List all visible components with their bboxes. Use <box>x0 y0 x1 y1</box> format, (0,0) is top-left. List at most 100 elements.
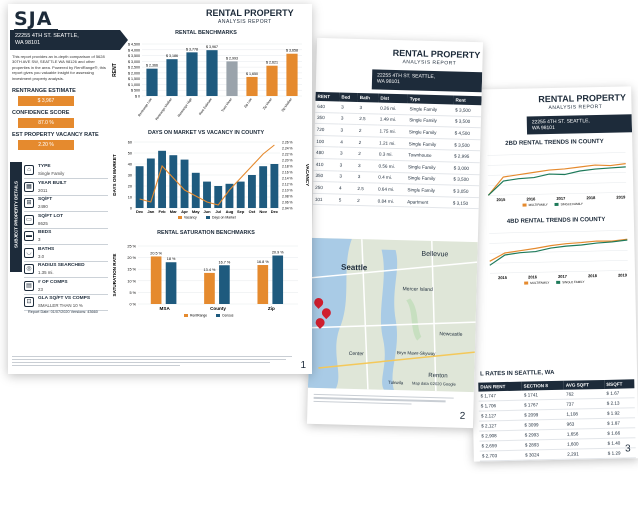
x-tick-label: 2017 <box>558 274 568 279</box>
bar <box>203 181 211 208</box>
page3-trend-chart-2bd: 2015 2016 2017 2018 2019 MULTIFAMILY SINGLE FA… <box>487 152 627 207</box>
table-cell: 0.26 mi. <box>377 102 408 115</box>
y-tick-label: $ 2,000 <box>128 71 140 75</box>
table-cell: 3 <box>337 158 357 172</box>
page3-subtitle: ANALYSIS REPORT <box>548 103 603 112</box>
logo-underline <box>14 29 58 31</box>
radius-icon: ◎ <box>24 264 34 274</box>
table-cell: 720 <box>314 123 339 136</box>
legend-swatch <box>524 281 529 285</box>
detail-label: # OF COMPS <box>38 279 68 285</box>
legend-label: MULTIFAMILY <box>529 203 548 207</box>
detail-row: ▭ SQ/FT LOT 8625 <box>24 212 108 229</box>
x-tick-label: Dec <box>271 209 279 214</box>
detail-row: ⊡ GLA SQ/FT VS COMPS SMALLER THAN 10 % <box>24 294 108 311</box>
gridline <box>487 152 626 156</box>
legend-label: MULTIFAMILY <box>530 281 549 285</box>
table-cell: 2 <box>356 136 378 149</box>
subject-details-tab: SUBJECT PROPERTY DETAILS <box>10 162 22 272</box>
bar <box>270 164 279 208</box>
x-tick-label: Jan <box>147 209 154 214</box>
y-tick-label: $ 0 <box>135 95 140 99</box>
y-tick-label: 60 <box>128 141 132 145</box>
bar <box>246 76 258 96</box>
table-cell: 2 <box>356 124 378 137</box>
data-label: 13.4 % <box>204 268 216 272</box>
y2-tick-label: 2.12 % <box>282 183 293 187</box>
y-tick-label: $ 500 <box>131 89 140 93</box>
legend-swatch <box>554 202 559 206</box>
table-cell: $ 3,000 <box>451 161 480 175</box>
bar <box>150 256 162 304</box>
table-cell: 640 <box>315 100 340 113</box>
bar <box>266 65 278 96</box>
report-page-3: RENTAL PROPERTY ANALYSIS REPORT 22255 4T… <box>466 86 638 462</box>
legend-label: SINGLE FAMILY <box>562 280 584 284</box>
x-tick-label: Zip Mean <box>262 97 273 110</box>
legend-swatch <box>216 314 220 317</box>
detail-value: 3 <box>38 237 41 242</box>
bar <box>169 155 178 208</box>
map-label-bellevue: Bellevue <box>421 250 449 259</box>
table-cell: 0.3 mi. <box>376 148 407 161</box>
bar <box>206 50 218 96</box>
y-axis-label: SATURATION RATE <box>112 254 117 297</box>
y-axis-label: RENT <box>112 63 118 77</box>
legend-swatch <box>556 280 561 284</box>
table-cell: 2,018 <box>565 458 607 462</box>
table-cell: 410 <box>313 158 338 171</box>
bar <box>204 272 215 304</box>
table-cell: 3 <box>338 112 358 125</box>
map-label-center: Center <box>348 350 364 358</box>
x-tick-label: Aug <box>226 209 234 214</box>
x-tick-label: 2016 <box>528 274 538 279</box>
y-tick-label: $ 1,000 <box>128 83 140 87</box>
data-label: $ 2,621 <box>266 61 278 65</box>
gla-icon: ⊡ <box>24 297 34 307</box>
page3-rates-table: DIAN RENT SECTION 8 AVG SQFT $/SQFT $ 1,747… <box>478 379 637 462</box>
y2-axis-label: VACANCY <box>305 164 310 186</box>
x-tick-label: Apr <box>181 209 188 214</box>
comps-map[interactable]: Seattle Bellevue Mercer Island Renton Ne… <box>307 237 478 393</box>
y-tick-label: $ 3,500 <box>128 54 140 58</box>
detail-value: 2011 <box>38 187 48 193</box>
table-cell: 3 <box>337 147 357 160</box>
bar <box>180 159 189 208</box>
table-cell: 3 <box>355 159 377 172</box>
page2-number: 2 <box>459 410 466 422</box>
data-label: $ 2,366 <box>146 64 158 68</box>
table-cell: 101 <box>312 193 337 206</box>
report-page-1: SJA RENTAL PROPERTY ANALYSIS REPORT 2225… <box>8 4 312 374</box>
page3-table-title: L RATES IN SEATTLE, WA <box>480 369 555 378</box>
x-tick-label: 2018 <box>586 195 596 200</box>
vacancy-line <box>139 144 275 206</box>
table-cell: 2.5 <box>357 113 378 126</box>
confidence-score-label: CONFIDENCE SCORE <box>12 110 70 116</box>
legend-swatch <box>522 203 527 207</box>
page3-address: 22255 4TH ST. SEATTLE, WA 98101 <box>526 114 633 135</box>
bar <box>146 158 155 208</box>
detail-label: BATHS <box>38 246 55 252</box>
data-label: 20.9 % <box>272 251 284 255</box>
detail-label: YEAR BUILT <box>38 180 67 186</box>
x-tick-label: Dec <box>136 209 144 214</box>
bar <box>214 186 223 208</box>
x-tick-label: May <box>192 209 201 214</box>
map-graphic <box>307 237 478 392</box>
rental-benchmarks-title: RENTAL BENCHMARKS <box>175 30 237 36</box>
data-label: $ 3,967 <box>206 45 218 49</box>
detail-row: ▦ YEAR BUILT 2011 <box>24 179 108 196</box>
detail-value: 8625 <box>38 220 48 226</box>
page1-fine-print <box>12 356 292 368</box>
vacancy-rate-value: 2.20 % <box>18 140 74 150</box>
table-cell: 2.5 <box>355 182 377 195</box>
table-cell: $ 3,500 <box>451 173 480 186</box>
page3-title: RENTAL PROPERTY <box>538 92 627 105</box>
y-tick-label: 15 % <box>127 268 136 272</box>
y2-tick-label: 2.10 % <box>282 189 293 193</box>
table-cell: $ 1.22 <box>605 457 637 462</box>
table-cell: $ 3,500 <box>452 115 482 128</box>
comps-icon: ▤ <box>24 280 34 291</box>
x-tick-label: Jun <box>203 209 211 214</box>
x-tick-label: Zip Low <box>243 97 253 109</box>
